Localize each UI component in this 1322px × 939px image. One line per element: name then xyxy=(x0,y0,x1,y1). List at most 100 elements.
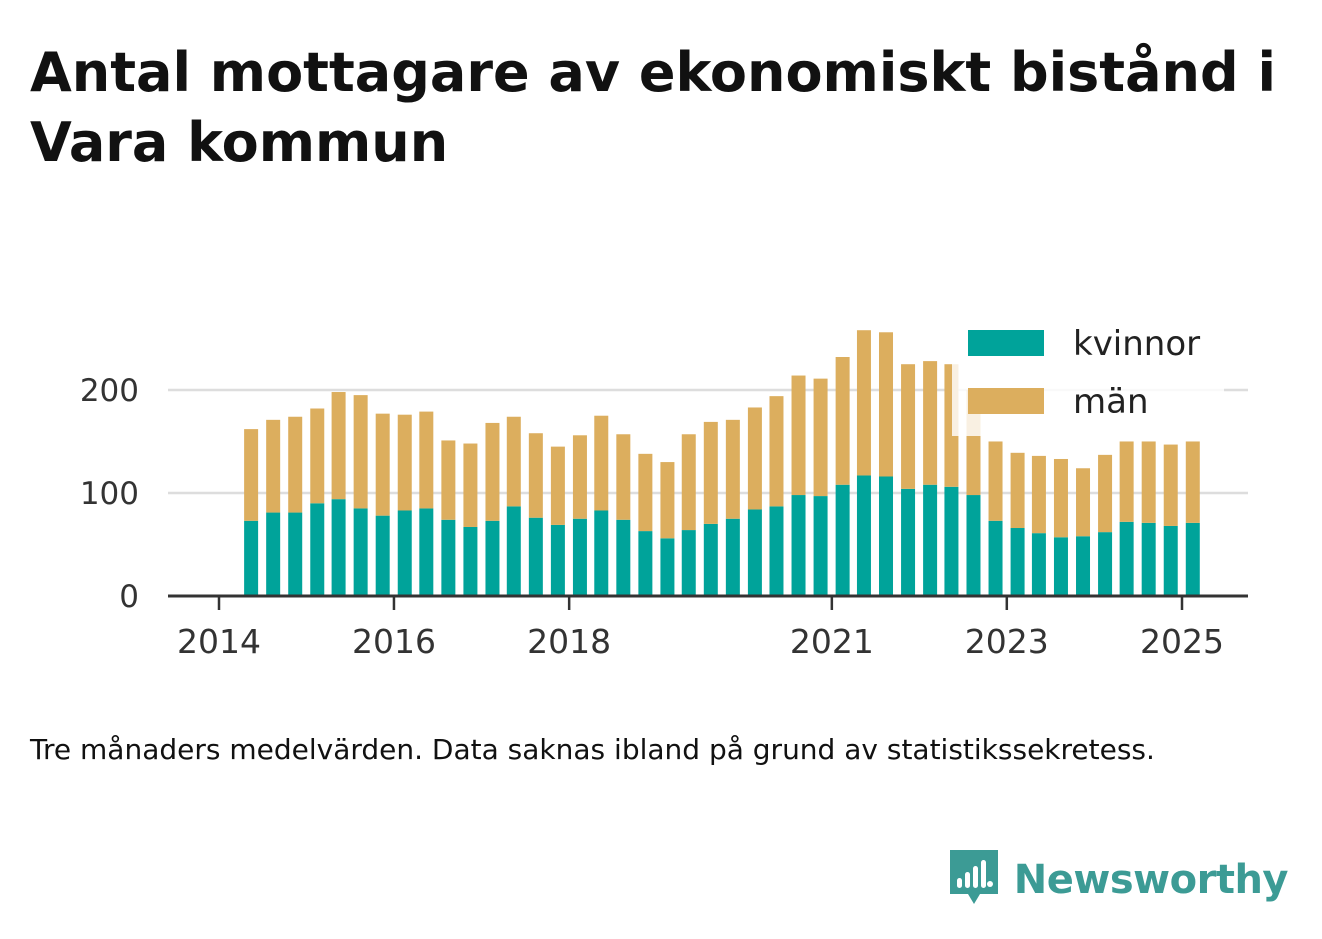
bar-män xyxy=(485,422,500,521)
bar-män xyxy=(660,462,675,539)
bar-män xyxy=(1185,441,1200,523)
bar-män xyxy=(594,415,609,511)
bar-kvinnor xyxy=(506,506,521,596)
y-tick-label: 0 xyxy=(119,579,139,615)
bar-män xyxy=(1141,441,1156,523)
bar-kvinnor xyxy=(1098,532,1113,596)
bar-kvinnor xyxy=(966,495,981,596)
bar-kvinnor xyxy=(1163,525,1178,596)
bar-män xyxy=(244,429,259,521)
bar-kvinnor xyxy=(1053,537,1068,596)
bar-män xyxy=(988,441,1003,521)
x-tick-label: 2014 xyxy=(177,622,261,661)
bar-kvinnor xyxy=(923,484,938,596)
bar-män xyxy=(856,330,871,476)
bar-kvinnor xyxy=(769,506,784,596)
bar-män xyxy=(1119,441,1134,522)
bar-kvinnor xyxy=(879,476,894,596)
bar-män xyxy=(1031,455,1046,534)
bar-män xyxy=(681,434,696,531)
bar-kvinnor xyxy=(1141,522,1156,596)
bar-kvinnor xyxy=(944,486,959,596)
newsworthy-logo-icon xyxy=(946,848,1002,912)
bar-män xyxy=(1010,452,1025,529)
bar-män xyxy=(506,416,521,507)
bar-män xyxy=(397,414,412,511)
bar-män xyxy=(923,361,938,485)
y-tick-label: 100 xyxy=(80,476,139,512)
bar-kvinnor xyxy=(353,508,368,596)
bar-män xyxy=(375,413,390,516)
brand[interactable]: Newsworthy xyxy=(946,848,1289,912)
legend: kvinnor män xyxy=(952,316,1224,436)
bar-män xyxy=(791,375,806,496)
bar-kvinnor xyxy=(485,520,500,596)
bar-kvinnor xyxy=(856,475,871,596)
bar-män xyxy=(638,453,653,532)
x-tick-label: 2016 xyxy=(352,622,436,661)
bar-män xyxy=(1163,444,1178,526)
bar-män xyxy=(572,435,587,519)
bar-män xyxy=(288,416,303,513)
axes: 0 100 200 2014 2016 2018 2021 2023 2025 xyxy=(80,373,1248,661)
bar-män xyxy=(550,446,565,525)
bar-kvinnor xyxy=(528,517,543,596)
bar-kvinnor xyxy=(725,518,740,596)
bar-kvinnor xyxy=(1076,536,1091,596)
bar-kvinnor xyxy=(616,519,631,596)
bar-kvinnor xyxy=(288,512,303,596)
bar-kvinnor xyxy=(813,496,828,596)
x-tick-label: 2021 xyxy=(790,622,874,661)
bar-kvinnor xyxy=(397,510,412,596)
y-tick-label: 200 xyxy=(80,373,139,409)
bar-män xyxy=(528,433,543,518)
chart-title: Antal mottagare av ekonomiskt bistånd i … xyxy=(30,41,1276,174)
legend-label-män: män xyxy=(1073,382,1149,422)
bar-män xyxy=(266,419,281,513)
bar-män xyxy=(1053,458,1068,538)
bar-män xyxy=(879,332,894,477)
bar-män xyxy=(901,364,916,489)
bar-män xyxy=(310,408,325,504)
bar-män xyxy=(769,396,784,507)
bar-kvinnor xyxy=(703,523,718,596)
bars xyxy=(244,330,1200,596)
bar-män xyxy=(441,440,456,520)
bar-män xyxy=(331,392,346,500)
legend-swatch-män xyxy=(968,388,1044,414)
chart-note: Tre månaders medelvärden. Data saknas ib… xyxy=(30,733,1155,766)
bar-kvinnor xyxy=(310,503,325,596)
bar-kvinnor xyxy=(419,508,434,596)
brand-name: Newsworthy xyxy=(1013,857,1289,903)
x-tick-label: 2018 xyxy=(527,622,611,661)
bar-kvinnor xyxy=(572,518,587,596)
bar-kvinnor xyxy=(791,495,806,596)
bar-kvinnor xyxy=(638,531,653,596)
bar-kvinnor xyxy=(747,509,762,596)
bar-män xyxy=(813,378,828,497)
bar-kvinnor xyxy=(594,510,609,596)
bar-kvinnor xyxy=(550,524,565,596)
x-tick-label: 2023 xyxy=(965,622,1049,661)
bar-kvinnor xyxy=(266,512,281,596)
bar-män xyxy=(1098,454,1113,533)
bar-kvinnor xyxy=(901,488,916,596)
bar-män xyxy=(463,443,478,527)
bar-kvinnor xyxy=(681,530,696,596)
bar-kvinnor xyxy=(660,538,675,596)
bar-män xyxy=(725,419,740,519)
bar-män xyxy=(353,395,368,509)
bar-kvinnor xyxy=(1185,522,1200,596)
bar-män xyxy=(1076,468,1091,537)
legend-label-kvinnor: kvinnor xyxy=(1073,324,1200,364)
bar-kvinnor xyxy=(1119,521,1134,596)
x-tick-label: 2025 xyxy=(1140,622,1224,661)
bar-kvinnor xyxy=(463,526,478,596)
bar-män xyxy=(616,434,631,520)
bar-män xyxy=(419,411,434,509)
bar-kvinnor xyxy=(375,515,390,596)
bar-kvinnor xyxy=(1031,533,1046,596)
legend-swatch-kvinnor xyxy=(968,330,1044,356)
bar-män xyxy=(703,421,718,524)
